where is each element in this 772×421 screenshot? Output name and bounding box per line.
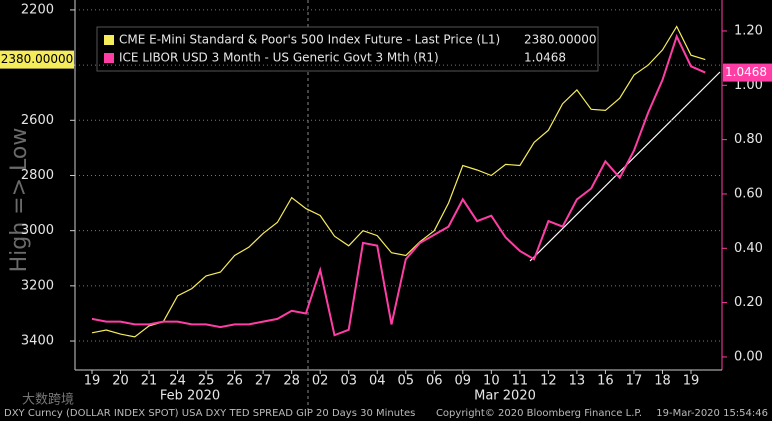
footer-center: Copyright© 2020 Bloomberg Finance L.P.: [436, 408, 642, 419]
x-tick-label: 16: [597, 374, 614, 389]
y2-tick-label: 1.20: [734, 23, 763, 38]
x-tick-label: 19: [84, 374, 101, 389]
x-tick-label: 06: [426, 374, 443, 389]
watermark: 大数跨境: [22, 393, 74, 408]
x-tick-label: 04: [369, 374, 386, 389]
x-group-label: Feb 2020: [160, 389, 220, 404]
x-tick-label: 13: [569, 374, 586, 389]
y-tick-label: 3200: [21, 278, 54, 293]
legend-label: CME E-Mini Standard & Poor's 500 Index F…: [119, 33, 500, 47]
y-tick-label: 2800: [21, 168, 54, 183]
x-tick-label: 10: [483, 374, 500, 389]
x-tick-label: 24: [169, 374, 186, 389]
x-group-label: Mar 2020: [474, 389, 536, 404]
y-tick-label: 2600: [21, 113, 54, 128]
x-tick-label: 09: [455, 374, 472, 389]
y2-tick-label: 0.20: [734, 295, 763, 310]
x-tick-label: 18: [654, 374, 671, 389]
legend-swatch: [104, 35, 114, 45]
last-value-label: 2380.00000: [1, 52, 74, 66]
x-tick-label: 28: [283, 374, 300, 389]
last-value-tag: [0, 50, 74, 69]
series-line: [91, 25, 706, 338]
x-tick-label: 17: [626, 374, 643, 389]
x-tick-label: 26: [226, 374, 243, 389]
y2-tick-label: 0.60: [734, 186, 763, 201]
x-tick-label: 03: [340, 374, 357, 389]
legend-box: [96, 26, 599, 72]
y-tick-label: 3000: [21, 223, 54, 238]
x-tick-label: 02: [312, 374, 329, 389]
legend: CME E-Mini Standard & Poor's 500 Index F…: [96, 26, 599, 72]
x-tick-label: 12: [540, 374, 557, 389]
y-tick-label: 2200: [21, 2, 54, 17]
x-tick-label: 11: [512, 374, 529, 389]
footer-left: DXY Curncy (DOLLAR INDEX SPOT) USA DXY T…: [4, 408, 415, 419]
last-value-label: 1.0468: [725, 65, 767, 79]
x-tick-label: 25: [198, 374, 215, 389]
y2-tick-label: 0.80: [734, 132, 763, 147]
y-tick-label: 3400: [21, 334, 54, 349]
legend-value: 1.0468: [524, 51, 566, 65]
y2-tick-label: 0.00: [734, 349, 763, 364]
legend-swatch: [104, 53, 114, 63]
x-tick-label: 21: [141, 374, 158, 389]
last-value-tag: [723, 63, 772, 82]
legend-value: 2380.00000: [524, 33, 597, 47]
x-tick-label: 27: [255, 374, 272, 389]
legend-label: ICE LIBOR USD 3 Month - US Generic Govt …: [119, 51, 439, 65]
x-tick-label: 20: [112, 374, 129, 389]
footer-right: 19-Mar-2020 15:54:46: [656, 408, 768, 419]
y2-tick-label: 0.40: [734, 241, 763, 256]
series-line: [91, 33, 706, 337]
x-tick-label: 19: [683, 374, 700, 389]
y-axis-title: High => Low: [7, 128, 32, 273]
x-tick-label: 05: [397, 374, 414, 389]
